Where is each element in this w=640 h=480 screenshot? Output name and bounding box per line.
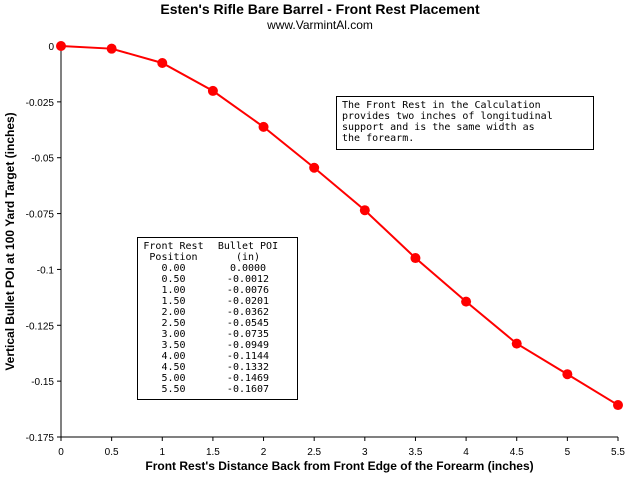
table-row: 5.50 -0.1607	[142, 384, 293, 395]
table-header: Bullet POI	[217, 241, 279, 252]
table-cell-poi: -0.0012	[226, 274, 270, 285]
table-cell-poi: -0.0545	[226, 318, 270, 329]
note-line: provides two inches of longitudinal	[342, 111, 553, 122]
x-tick-label: 3.5	[409, 447, 423, 458]
table-cell-poi: -0.0076	[226, 285, 270, 296]
data-point	[258, 121, 269, 132]
table-cell-position: 3.00	[161, 329, 186, 340]
table-header-row: Position (in)	[142, 252, 293, 263]
table-row: 4.00 -0.1144	[142, 351, 293, 362]
table-body: 0.00 0.0000 0.50 -0.0012 1.00 -0.0076 1.50 -0.0…	[142, 263, 293, 395]
y-tick-label: -0.05	[31, 154, 54, 165]
table-cell-position: 2.00	[161, 307, 186, 318]
chart-title: Esten's Rifle Bare Barrel - Front Rest P…	[160, 1, 480, 17]
data-point	[207, 85, 218, 96]
table-cell-position: 4.00	[161, 351, 186, 362]
x-tick-label: 4	[463, 447, 469, 458]
annotation-note: The Front Rest in the Calculation provid…	[336, 96, 594, 150]
x-tick-label: 3	[362, 447, 368, 458]
y-tick-label: -0.125	[26, 321, 55, 332]
data-point	[106, 43, 117, 54]
y-tick-label: -0.175	[26, 433, 55, 444]
table-header: Front Rest	[143, 241, 204, 252]
y-tick-label: -0.1	[37, 265, 55, 276]
table-cell-position: 5.50	[161, 384, 186, 395]
table-row: 2.00 -0.0362	[142, 307, 293, 318]
table-cell-position: 1.00	[161, 285, 186, 296]
x-tick-label: 5.5	[611, 447, 625, 458]
data-point	[613, 400, 623, 411]
y-axis-title: Vertical Bullet POI at 100 Yard Target (…	[3, 112, 17, 370]
data-point	[562, 369, 573, 380]
data-point	[309, 162, 320, 173]
table-cell-poi: -0.0362	[226, 307, 270, 318]
x-tick-label: 1	[159, 447, 165, 458]
table-header: Position	[149, 252, 198, 263]
table-row: 3.00 -0.0735	[142, 329, 293, 340]
note-line: support and is the same width as	[342, 122, 535, 133]
series-line	[60, 45, 619, 406]
x-tick-label: 1.5	[206, 447, 220, 458]
data-point	[410, 253, 421, 264]
table-cell-position: 2.50	[161, 318, 186, 329]
x-tick-label: 2	[261, 447, 267, 458]
table-header: (in)	[235, 252, 261, 263]
data-point	[157, 57, 168, 68]
table-cell-poi: -0.1607	[226, 384, 270, 395]
table-row: 2.50 -0.0545	[142, 318, 293, 329]
y-tick-label: -0.025	[26, 98, 55, 109]
note-line: The Front Rest in the Calculation	[342, 100, 541, 111]
x-tick-label: 0.5	[105, 447, 119, 458]
data-point	[56, 41, 66, 51]
data-point	[359, 205, 370, 216]
y-tick-label: -0.075	[26, 210, 55, 221]
table-row: 0.00 0.0000	[142, 263, 293, 274]
table-cell-position: 0.50	[161, 274, 186, 285]
table-cell-poi: -0.0949	[226, 340, 270, 351]
table-cell-poi: 0.0000	[229, 263, 267, 274]
x-tick-label: 4.5	[510, 447, 524, 458]
data-point	[461, 296, 472, 307]
table-row: 0.50 -0.0012	[142, 274, 293, 285]
table-row: 5.00 -0.1469	[142, 373, 293, 384]
table-cell-position: 4.50	[161, 362, 186, 373]
table-cell-position: 3.50	[161, 340, 186, 351]
x-tick-label: 2.5	[307, 447, 321, 458]
table-cell-poi: -0.0735	[226, 329, 270, 340]
x-tick-label: 5	[565, 447, 571, 458]
table-row: 3.50 -0.0949	[142, 340, 293, 351]
data-table: Front Rest Bullet POI Position (in) 0.00…	[137, 237, 298, 400]
y-tick-label: 0	[48, 42, 54, 53]
table-row: 1.50 -0.0201	[142, 296, 293, 307]
table-cell-position: 0.00	[161, 263, 186, 274]
note-line: the forearm.	[342, 133, 415, 144]
table-row: 4.50 -0.1332	[142, 362, 293, 373]
chart-subtitle: www.VarmintAl.com	[267, 18, 373, 32]
table-header-row: Front Rest Bullet POI	[142, 241, 293, 252]
x-tick-label: 0	[58, 447, 64, 458]
y-tick-label: -0.15	[31, 377, 54, 388]
table-cell-poi: -0.0201	[226, 296, 270, 307]
table-cell-poi: -0.1332	[226, 362, 270, 373]
table-cell-poi: -0.1469	[226, 373, 270, 384]
table-row: 1.00 -0.0076	[142, 285, 293, 296]
data-point	[511, 338, 522, 349]
x-axis-title: Front Rest's Distance Back from Front Ed…	[145, 459, 533, 473]
table-cell-poi: -0.1144	[226, 351, 270, 362]
table-cell-position: 5.00	[161, 373, 186, 384]
table-cell-position: 1.50	[161, 296, 186, 307]
